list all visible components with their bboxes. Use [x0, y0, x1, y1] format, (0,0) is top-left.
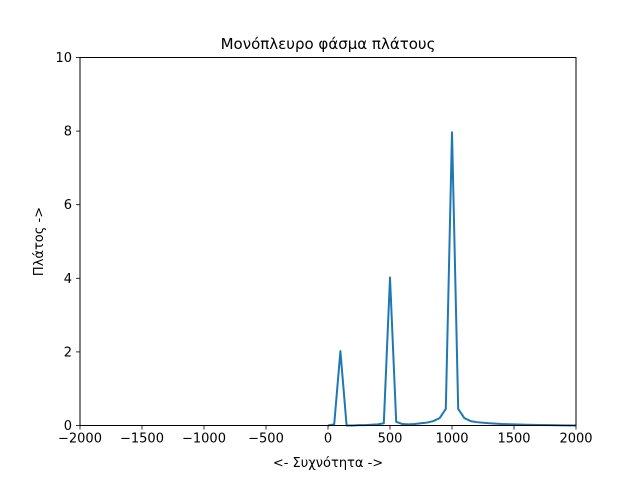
x-tick-label: −1500	[120, 432, 164, 447]
x-tick-label: −2000	[58, 432, 102, 447]
x-axis-label: <- Συχνότητα ->	[273, 456, 383, 471]
y-tick-label: 2	[64, 345, 72, 360]
x-tick-label: 1500	[497, 432, 530, 447]
y-tick-label: 6	[64, 198, 72, 213]
x-tick-label: −1000	[182, 432, 226, 447]
y-tick-label: 0	[64, 419, 72, 434]
y-tick-label: 4	[64, 272, 72, 287]
y-tick-label: 10	[55, 51, 72, 66]
y-tick-label: 8	[64, 125, 72, 140]
y-axis-label: Πλάτος ->	[32, 207, 47, 276]
x-tick-label: 2000	[559, 432, 592, 447]
x-tick-label: 0	[324, 432, 332, 447]
plot-background	[80, 57, 576, 426]
chart-title: Μονόπλευρο φάσμα πλάτους	[221, 35, 436, 53]
x-tick-label: −500	[248, 432, 284, 447]
plot-frame	[79, 57, 577, 426]
x-tick-label: 1000	[435, 432, 468, 447]
x-tick-label: 500	[378, 432, 403, 447]
